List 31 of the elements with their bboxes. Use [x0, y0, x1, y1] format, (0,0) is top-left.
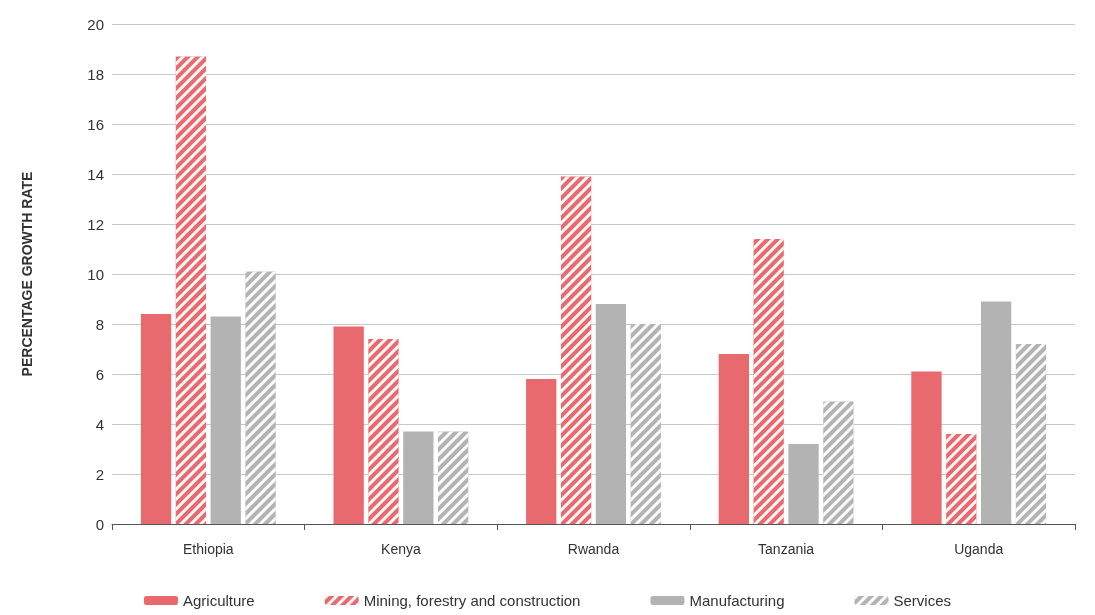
bar — [210, 316, 241, 524]
legend-label: Services — [893, 592, 952, 609]
y-tick-label: 8 — [95, 315, 104, 333]
y-axis-title: PERCENTAGE GROWTH RATE — [19, 171, 35, 377]
bar — [788, 444, 819, 524]
legend-label: Mining, forestry and construction — [363, 592, 581, 609]
y-tick-label: 2 — [95, 465, 104, 483]
bar — [403, 431, 434, 524]
y-tick-label: 6 — [95, 365, 104, 383]
y-tick-label: 16 — [87, 115, 104, 133]
bar — [595, 304, 627, 524]
y-tick-label: 0 — [95, 515, 104, 533]
y-tick-label: 18 — [87, 65, 104, 83]
x-tick-label: Ethiopia — [183, 541, 234, 557]
bar — [526, 379, 557, 524]
x-tick-label: Uganda — [954, 541, 1004, 557]
bar — [140, 314, 172, 524]
y-tick-label: 12 — [87, 215, 104, 233]
y-tick-label: 20 — [87, 15, 104, 33]
x-tick-label: Tanzania — [758, 541, 815, 557]
bar — [911, 371, 942, 524]
y-tick-label: 14 — [87, 165, 104, 183]
bar — [980, 301, 1012, 524]
legend-label: Agriculture — [182, 592, 255, 609]
bar — [333, 326, 364, 524]
legend-label: Manufacturing — [689, 592, 785, 609]
x-tick-label: Rwanda — [567, 541, 620, 557]
y-tick-label: 4 — [95, 415, 104, 433]
y-tick-label: 10 — [87, 265, 104, 283]
bar — [718, 354, 749, 524]
x-tick-label: Kenya — [381, 541, 421, 557]
